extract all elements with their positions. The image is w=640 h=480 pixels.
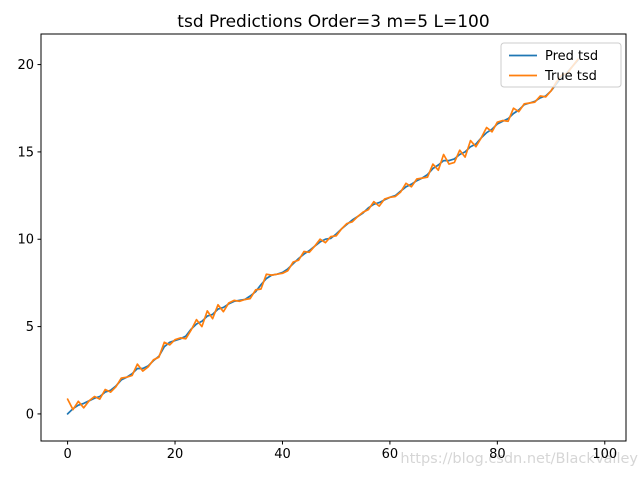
y-tick-label: 10 <box>17 233 34 248</box>
x-tick-label: 0 <box>63 447 71 462</box>
legend-label-true: True tsd <box>544 69 597 84</box>
series-line-true-tsd <box>66 58 579 411</box>
y-tick-label: 0 <box>26 407 34 422</box>
x-tick-label: 100 <box>592 447 617 462</box>
y-tick-label: 15 <box>17 145 34 160</box>
watermark-text: https://blog.csdn.net/BlackValley <box>400 451 638 467</box>
axes-frame <box>40 33 627 442</box>
x-tick-label: 60 <box>382 447 399 462</box>
x-tick-label: 80 <box>489 447 506 462</box>
y-tick-label: 5 <box>26 320 34 335</box>
chart-title: tsd Predictions Order=3 m=5 L=100 <box>177 12 489 32</box>
legend: Pred tsd True tsd <box>500 42 622 88</box>
y-tick-label: 20 <box>17 58 34 73</box>
x-axis-ticks: 0 20 40 60 80 100 <box>63 441 617 462</box>
series-lines <box>66 58 579 415</box>
x-tick-label: 40 <box>274 447 291 462</box>
y-axis-ticks: 0 5 10 15 20 <box>17 58 41 422</box>
legend-label-pred: Pred tsd <box>545 49 598 64</box>
series-line-pred-tsd <box>66 59 579 415</box>
x-tick-label: 20 <box>167 447 184 462</box>
